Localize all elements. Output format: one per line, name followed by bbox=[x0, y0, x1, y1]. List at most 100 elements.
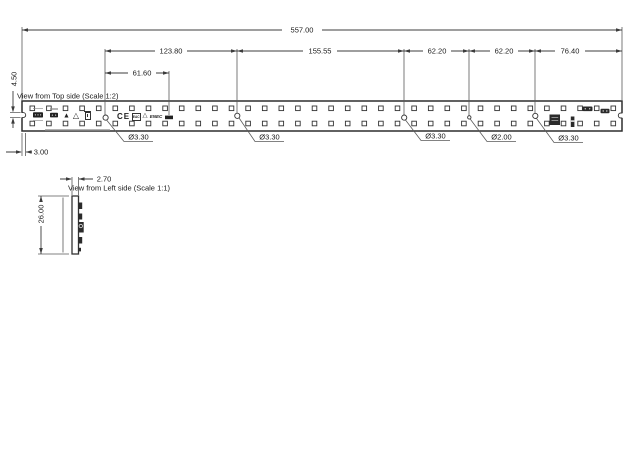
led-pad bbox=[145, 120, 152, 127]
led-pad bbox=[344, 105, 351, 112]
dim-label-62a: 62.20 bbox=[427, 46, 447, 56]
led-pad bbox=[544, 120, 550, 127]
led-pad bbox=[411, 105, 417, 112]
led-pad bbox=[62, 120, 69, 127]
hole-3 bbox=[401, 114, 408, 121]
left-view-title: View from Left side (Scale 1:1) bbox=[68, 182, 170, 192]
dimension-arrowhead bbox=[529, 49, 535, 53]
led-pad bbox=[29, 120, 36, 127]
hole-2 bbox=[234, 112, 241, 119]
dimension-arrowhead bbox=[105, 49, 111, 53]
led-pad bbox=[577, 120, 583, 127]
micro-text bbox=[50, 108, 58, 110]
led-pad bbox=[577, 105, 583, 112]
slot-right-mask bbox=[621, 113, 623, 118]
dimension-arrowhead bbox=[398, 49, 404, 53]
dim-label-62b: 62.20 bbox=[494, 46, 514, 56]
led-pad bbox=[62, 105, 69, 112]
led-pad bbox=[95, 120, 102, 127]
warning-triangle-icon: △ bbox=[72, 110, 80, 120]
connector-left-2 bbox=[50, 112, 58, 118]
micro-text bbox=[33, 119, 43, 122]
led-pad bbox=[427, 105, 434, 112]
dimension-arrowhead bbox=[616, 49, 622, 53]
led-pad bbox=[394, 120, 401, 127]
led-pad bbox=[295, 120, 301, 127]
hole-callout-5: Ø3.30 bbox=[558, 133, 579, 143]
led-pad bbox=[361, 120, 368, 127]
led-pad bbox=[129, 120, 135, 127]
dimension-arrowhead bbox=[39, 196, 43, 202]
extension-lines bbox=[10, 27, 623, 255]
led-pad bbox=[212, 120, 218, 127]
led-pad bbox=[178, 105, 185, 112]
led-pad bbox=[162, 105, 168, 112]
led-pad bbox=[510, 120, 517, 127]
leader-lines bbox=[106, 117, 583, 143]
led-pad bbox=[311, 105, 318, 112]
led-pad bbox=[228, 120, 235, 127]
led-pad bbox=[311, 120, 318, 127]
led-pad bbox=[544, 105, 550, 112]
hole-5 bbox=[532, 112, 539, 119]
led-pad bbox=[560, 105, 567, 112]
led-pad bbox=[378, 105, 384, 112]
dimension-arrowhead bbox=[11, 117, 15, 124]
micro-text-part-number bbox=[45, 128, 110, 131]
dimension-arrowhead bbox=[163, 71, 169, 75]
led-pad bbox=[79, 105, 85, 112]
led-pad bbox=[494, 120, 500, 127]
led-pad bbox=[361, 105, 368, 112]
led-pad bbox=[261, 120, 268, 127]
led-pad bbox=[527, 105, 534, 112]
led-pad bbox=[245, 120, 251, 127]
led-pad bbox=[411, 120, 417, 127]
led-pad bbox=[228, 105, 235, 112]
dimension-arrowhead bbox=[616, 28, 622, 32]
small-component bbox=[570, 116, 575, 127]
weee-bin-icon bbox=[84, 111, 92, 120]
led-pad bbox=[427, 120, 434, 127]
recycle-triangle-icon: ▲ bbox=[63, 112, 70, 120]
led-pad bbox=[112, 105, 119, 112]
enec-mark: ENEC bbox=[149, 113, 163, 119]
led-pad bbox=[278, 120, 285, 127]
hole-1 bbox=[102, 114, 109, 121]
led-pad bbox=[145, 105, 152, 112]
dim-label-155: 155.55 bbox=[308, 46, 332, 56]
led-pad bbox=[195, 105, 202, 112]
hole-callout-4: Ø2.00 bbox=[491, 132, 512, 142]
led-pad bbox=[261, 105, 268, 112]
connector-left-1 bbox=[33, 112, 43, 118]
led-pad bbox=[510, 105, 517, 112]
led-pad bbox=[212, 105, 218, 112]
led-pad bbox=[527, 120, 534, 127]
side-view-components bbox=[78, 202, 84, 252]
dimension-arrowhead bbox=[463, 49, 469, 53]
led-pad bbox=[295, 105, 301, 112]
led-pad bbox=[278, 105, 285, 112]
hole-callout-3: Ø3.30 bbox=[425, 131, 446, 141]
connector-right-1 bbox=[582, 106, 593, 112]
led-pad bbox=[328, 105, 334, 112]
side-view-pcb bbox=[71, 195, 80, 255]
dim-label-total: 557.00 bbox=[290, 25, 314, 35]
led-pad bbox=[461, 120, 467, 127]
dimension-arrowhead bbox=[237, 49, 243, 53]
ce-mark: CE bbox=[116, 111, 131, 121]
led-pad bbox=[162, 120, 168, 127]
hot-surface-triangle-icon: △ bbox=[142, 111, 148, 119]
top-view-title: View from Top side (Scale 1:2) bbox=[17, 90, 119, 100]
led-pad-group bbox=[29, 105, 617, 127]
dim-label-123: 123.80 bbox=[159, 46, 183, 56]
feed-point-component bbox=[165, 115, 173, 120]
dimension-arrowhead bbox=[22, 28, 28, 32]
led-pad bbox=[178, 120, 185, 127]
dimension-arrowhead bbox=[231, 49, 237, 53]
led-pad bbox=[461, 105, 467, 112]
led-pad bbox=[378, 120, 384, 127]
led-pad bbox=[129, 105, 135, 112]
hole-4 bbox=[467, 115, 472, 120]
led-pad bbox=[477, 120, 484, 127]
